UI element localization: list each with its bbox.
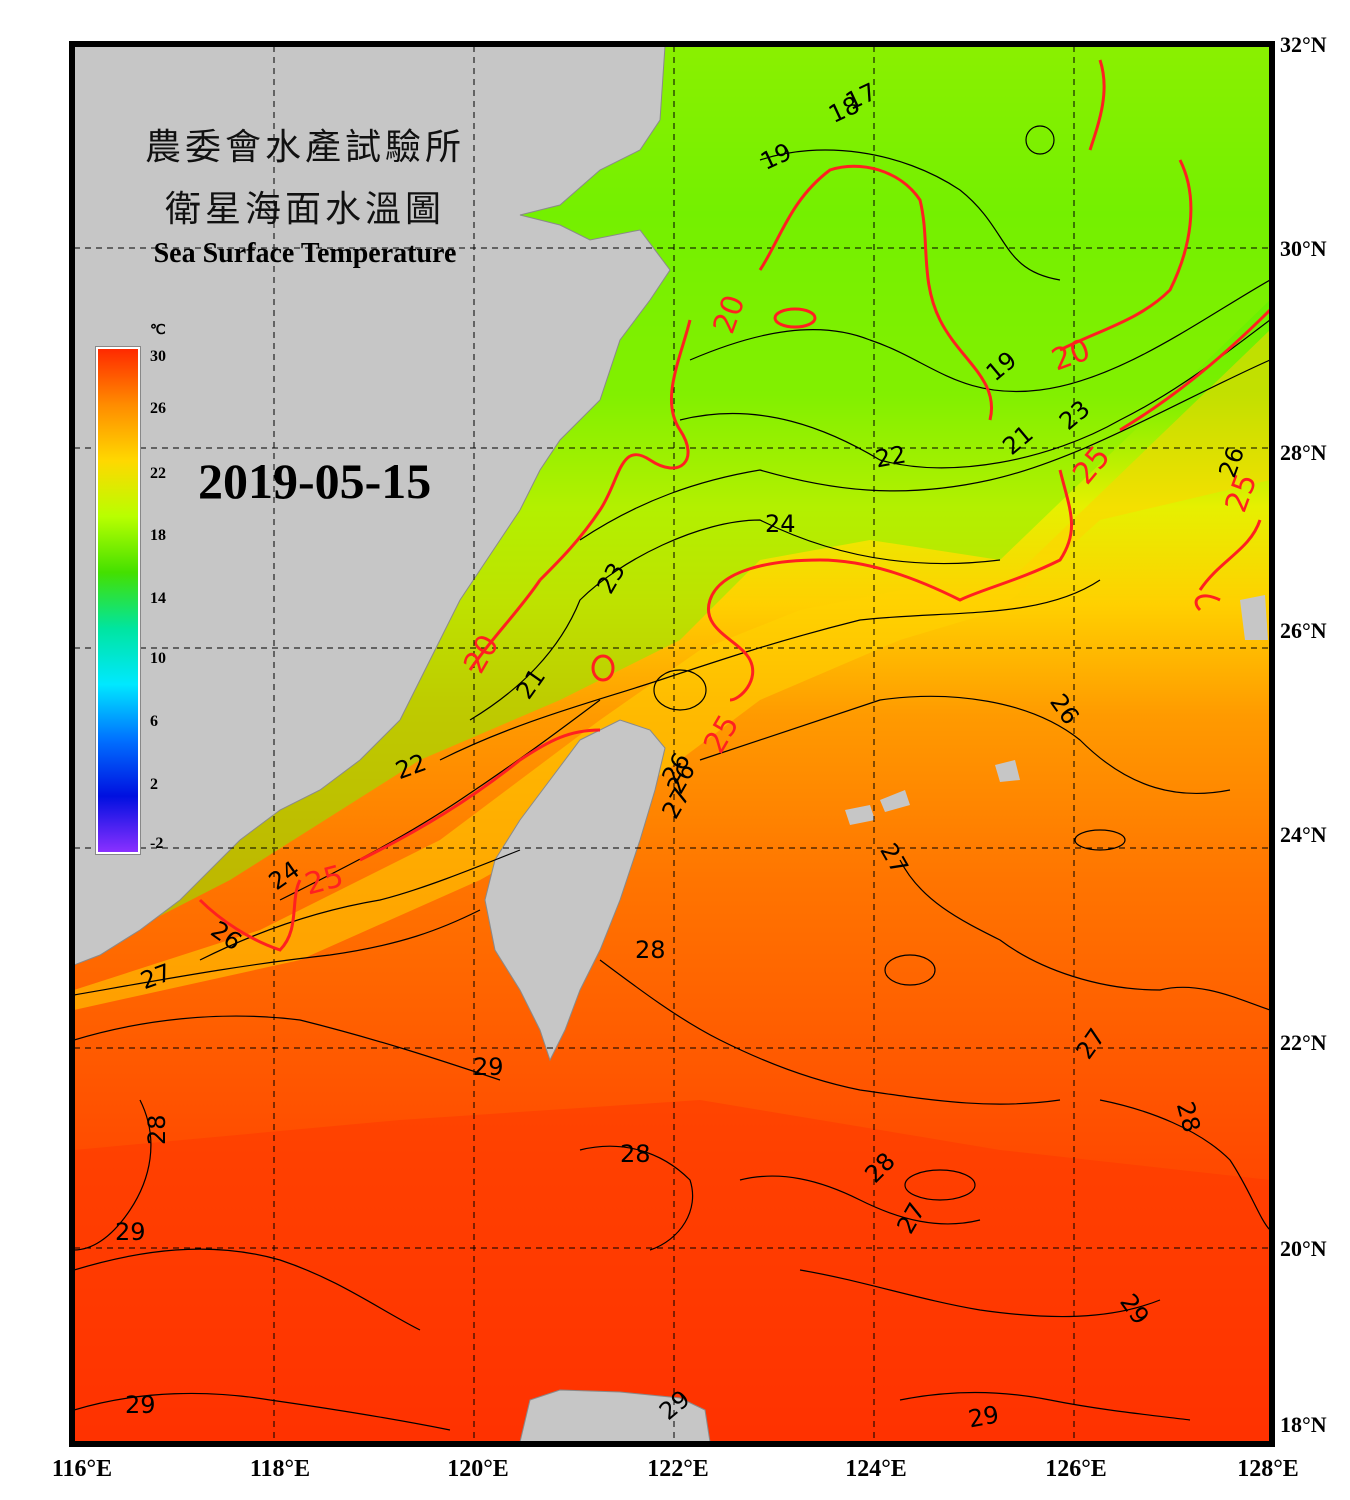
ryukyu-island-3 xyxy=(995,760,1020,782)
colorbar-tick: 22 xyxy=(150,465,166,482)
colorbar-tick: 6 xyxy=(150,713,158,730)
title-zh-line2: 衛星海面水溫圖 xyxy=(164,189,445,230)
black-contours xyxy=(74,125,1270,1431)
contour-label: 29 xyxy=(473,1053,504,1081)
colorbar-tick: 14 xyxy=(150,590,166,607)
lat-label: 30°N xyxy=(1280,236,1327,261)
contour-label: 29 xyxy=(125,1391,156,1419)
title-zh-line1: 農委會水產試驗所 xyxy=(144,127,465,168)
contour-label: 28 xyxy=(143,1114,171,1145)
colorbar-tick: -2 xyxy=(150,835,164,852)
lat-label: 28°N xyxy=(1280,440,1327,465)
ryukyu-island-4 xyxy=(1240,595,1268,640)
lon-label: 128°E xyxy=(1237,1456,1299,1482)
lat-label: 22°N xyxy=(1280,1030,1327,1055)
lat-label: 26°N xyxy=(1280,618,1327,643)
lat-label: 20°N xyxy=(1280,1236,1327,1261)
map-date: 2019-05-15 xyxy=(198,453,432,509)
lon-label: 118°E xyxy=(249,1456,311,1482)
lon-label: 120°E xyxy=(447,1456,509,1482)
map-frame xyxy=(69,41,1275,1447)
contour-label: 28 xyxy=(635,936,666,964)
lat-label: 24°N xyxy=(1280,822,1327,847)
colorbar-tick: 2 xyxy=(150,776,158,793)
colorbar-unit: ℃ xyxy=(150,323,166,338)
contour-label: 22 xyxy=(873,440,908,473)
contour-label: 29 xyxy=(115,1218,146,1246)
warm-patch xyxy=(74,1100,1270,1442)
yellow-front xyxy=(74,330,1270,1010)
colorbar-tick: 18 xyxy=(150,527,166,544)
luzon-island xyxy=(519,1389,711,1442)
colorbar-tick: 26 xyxy=(150,400,166,417)
lon-label: 122°E xyxy=(647,1456,709,1482)
lat-label: 18°N xyxy=(1280,1412,1327,1437)
contour-label: 29 xyxy=(966,1400,1001,1433)
mainland-china xyxy=(74,46,671,966)
ryukyu-island-2 xyxy=(880,790,910,812)
lon-label: 116°E xyxy=(51,1456,113,1482)
colorbar xyxy=(96,347,140,854)
graticule xyxy=(74,46,1270,1442)
red-contours xyxy=(198,59,1270,952)
contour-label: 24 xyxy=(765,510,796,538)
contour-label: 28 xyxy=(620,1140,651,1168)
colorbar-tick: 10 xyxy=(150,650,166,667)
lat-label: 32°N xyxy=(1280,32,1327,57)
colorbar-tick: 30 xyxy=(150,348,166,365)
title-en: Sea Surface Temperature xyxy=(153,238,457,269)
lon-label: 124°E xyxy=(845,1456,907,1482)
ryukyu-island-1 xyxy=(845,805,875,825)
lon-label: 126°E xyxy=(1045,1456,1107,1482)
